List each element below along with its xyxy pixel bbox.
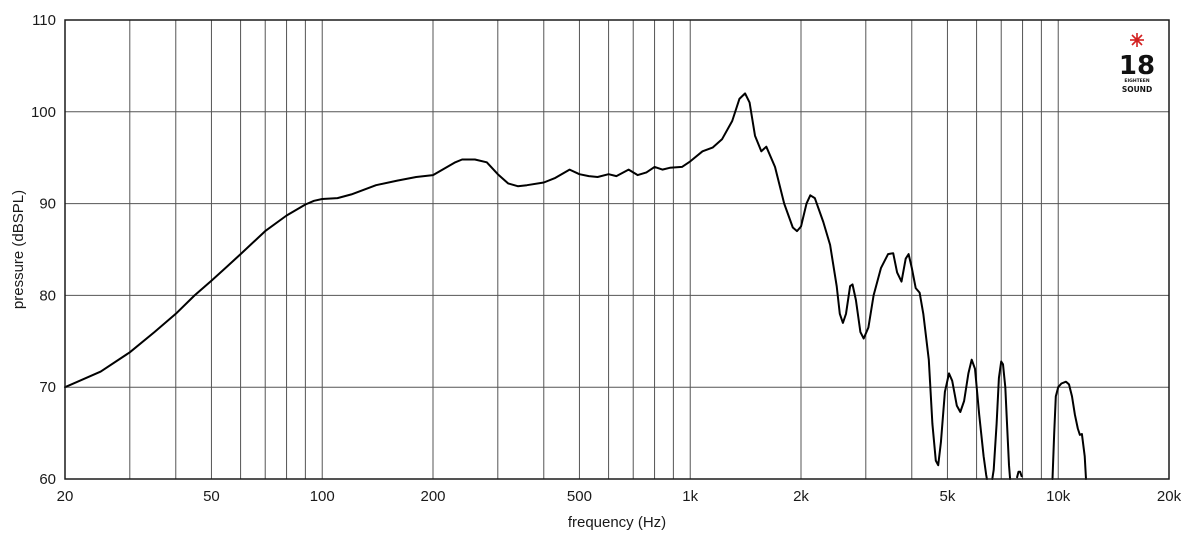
star-icon (1130, 33, 1144, 47)
x-tick-label: 5k (940, 488, 956, 505)
y-tick-label: 90 (39, 196, 56, 213)
logo-line1: EIGHTEEN (1124, 78, 1149, 84)
y-tick-label: 100 (31, 104, 56, 121)
series-line (1051, 380, 1087, 480)
y-axis-ticks: 60 70 80 90 100 110 (31, 12, 56, 488)
y-tick-label: 80 (39, 287, 56, 304)
y-axis-label: pressure (dBSPL) (10, 190, 27, 309)
y-tick-label: 110 (32, 12, 56, 29)
series-line (1016, 470, 1023, 479)
x-tick-label: 200 (420, 488, 445, 505)
gridlines (65, 20, 1169, 479)
series-line (991, 360, 1012, 480)
x-axis-label: frequency (Hz) (568, 514, 666, 531)
x-tick-label: 10k (1046, 488, 1071, 505)
logo-line2: SOUND (1122, 85, 1152, 94)
y-tick-label: 60 (39, 471, 56, 488)
y-tick-label: 70 (39, 379, 56, 396)
x-tick-label: 1k (682, 488, 698, 505)
response-curve (64, 92, 1087, 480)
series-line (64, 92, 988, 480)
x-tick-label: 20 (57, 488, 74, 505)
x-axis-ticks: 20 50 100 200 500 1k 2k 5k 10k 20k (57, 488, 1182, 505)
x-tick-label: 500 (567, 488, 592, 505)
plot-frame (64, 19, 1170, 480)
logo-number: 18 (1119, 51, 1155, 81)
x-tick-label: 50 (203, 488, 220, 505)
x-tick-label: 100 (310, 488, 335, 505)
eighteen-sound-logo: 18 EIGHTEEN SOUND (1119, 33, 1155, 94)
x-tick-label: 20k (1157, 488, 1182, 505)
x-tick-label: 2k (793, 488, 809, 505)
